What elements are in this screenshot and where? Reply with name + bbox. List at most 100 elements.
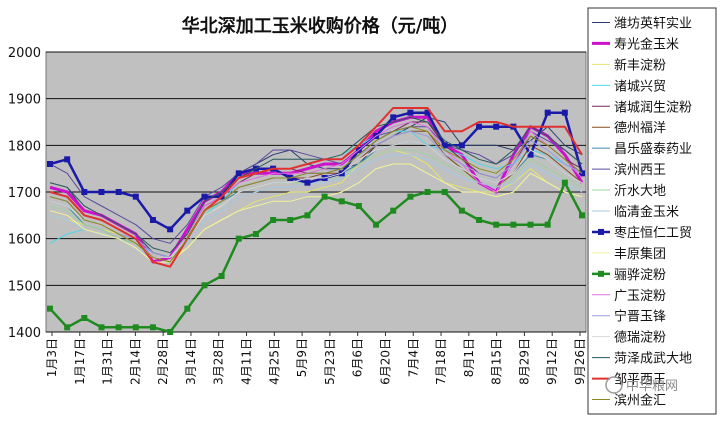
x-tick-label: 5月23日	[323, 338, 337, 385]
data-point	[270, 217, 277, 223]
data-point	[527, 221, 534, 228]
data-point	[47, 161, 53, 167]
legend: 潍坊英轩实业寿光金玉米新丰淀粉诸城兴贸诸城润生淀粉德州福洋昌乐盛泰药业滨州西王沂…	[587, 7, 717, 415]
x-tick-label: 8月15日	[490, 338, 504, 385]
data-point	[321, 193, 328, 200]
series-10	[49, 154, 583, 258]
data-point	[424, 189, 431, 195]
legend-label: 临清金玉米	[614, 204, 679, 220]
series-17	[49, 116, 583, 254]
legend-label: 滨州金汇	[614, 393, 666, 409]
y-tick-label: 2000	[8, 46, 41, 61]
data-point	[132, 193, 139, 200]
legend-label: 枣庄恒仁工贸	[614, 225, 692, 241]
data-point	[424, 109, 431, 116]
watermark-text: 中华粮网	[626, 379, 678, 394]
data-point	[390, 114, 397, 121]
x-tick-label: 3月28日	[212, 338, 226, 385]
data-point	[184, 305, 191, 312]
data-point	[98, 189, 105, 195]
x-tick-label: 2月14日	[128, 338, 142, 385]
series-12	[49, 163, 583, 263]
watermark-icon	[605, 376, 623, 394]
series-8	[49, 126, 583, 244]
x-tick-label: 1月3日	[45, 338, 59, 377]
data-point	[561, 109, 568, 116]
data-point	[407, 193, 414, 200]
data-point	[184, 207, 191, 214]
data-point	[81, 189, 88, 195]
legend-marker	[598, 228, 604, 235]
data-point	[167, 226, 174, 233]
data-point	[544, 221, 551, 228]
x-tick-label: 8月29日	[517, 338, 531, 385]
data-point	[458, 142, 465, 149]
series-line	[49, 154, 583, 258]
x-tick-label: 4月25日	[267, 338, 281, 385]
legend-label: 诸城兴贸	[614, 79, 666, 94]
data-point	[235, 235, 242, 242]
data-point	[149, 324, 156, 331]
data-point	[476, 217, 483, 223]
legend-label: 德瑞淀粉	[614, 331, 666, 346]
series-line	[49, 126, 583, 263]
data-point	[115, 189, 122, 195]
data-point	[561, 179, 568, 186]
data-point	[441, 189, 448, 195]
data-point	[235, 170, 242, 177]
y-tick-label: 1800	[8, 139, 41, 154]
y-tick-label: 1900	[8, 93, 41, 108]
data-point	[476, 123, 483, 130]
y-tick-label: 1400	[8, 326, 41, 341]
x-tick-label: 7月4日	[406, 338, 420, 377]
data-point	[355, 203, 362, 209]
chart-title: 华北深加工玉米收购价格（元/吨）	[182, 15, 459, 37]
data-point	[201, 193, 208, 200]
data-point	[218, 273, 225, 279]
data-point	[579, 212, 585, 219]
data-point	[287, 217, 294, 223]
x-tick-label: 4月11日	[240, 338, 254, 385]
legend-label: 新丰淀粉	[614, 57, 666, 73]
legend-label: 丰原集团	[614, 246, 666, 262]
legend-label: 邹平西王	[614, 372, 666, 388]
data-point	[149, 217, 156, 223]
legend-label: 德州福洋	[614, 121, 666, 136]
x-tick-label: 1月17日	[73, 338, 87, 385]
x-tick-label: 9月26日	[573, 338, 587, 385]
series-19	[49, 126, 583, 263]
legend-label: 菏泽成武大地	[614, 352, 692, 367]
x-tick-label: 1月31日	[101, 338, 115, 385]
data-point	[64, 324, 71, 331]
data-point	[493, 221, 500, 228]
data-point	[544, 109, 551, 116]
data-point	[407, 109, 414, 116]
data-point	[252, 231, 259, 237]
legend-label: 沂水大地	[614, 184, 666, 199]
data-point	[304, 179, 311, 186]
series-line	[49, 126, 583, 244]
legend-label: 诸城润生淀粉	[614, 100, 692, 115]
series-line	[49, 116, 583, 254]
series-13	[47, 179, 585, 335]
data-point	[304, 212, 311, 219]
data-point	[493, 123, 500, 130]
x-tick-label: 8月1日	[462, 338, 476, 377]
data-point	[338, 198, 345, 205]
x-tick-label: 2月28日	[156, 338, 170, 385]
legend-label: 潍坊英轩实业	[614, 16, 692, 31]
data-point	[441, 142, 448, 149]
legend-label: 骊骅淀粉	[614, 268, 666, 283]
y-tick-label: 1500	[8, 279, 41, 294]
x-tick-label: 6月20日	[378, 338, 392, 385]
legend-label: 宁晋玉锋	[614, 309, 666, 325]
legend-label: 广玉淀粉	[614, 289, 666, 304]
legend-label: 寿光金玉米	[614, 36, 679, 52]
x-tick-label: 9月12日	[545, 338, 559, 385]
series-line	[49, 163, 583, 263]
data-point	[458, 207, 465, 214]
data-point	[132, 324, 139, 331]
legend-label: 昌乐盛泰药业	[614, 142, 692, 157]
x-tick-label: 7月18日	[434, 338, 448, 385]
